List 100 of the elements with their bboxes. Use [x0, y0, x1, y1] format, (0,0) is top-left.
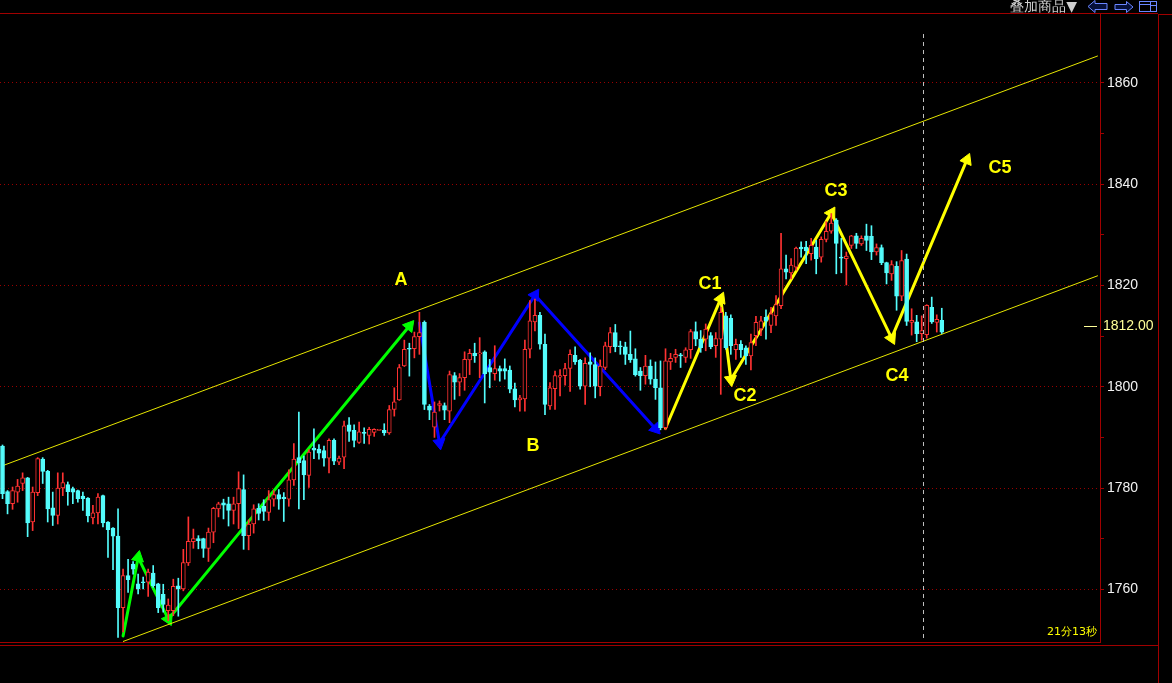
y-tick-label: 1860: [1107, 73, 1139, 90]
candlestick: [838, 238, 844, 274]
point: [527, 288, 540, 302]
candlestick: [663, 348, 668, 431]
candlestick: [909, 308, 914, 336]
candlestick: [0, 444, 5, 499]
candlestick: [10, 486, 15, 510]
candlestick: [206, 527, 211, 562]
candlestick: [638, 367, 643, 391]
candlestick: [186, 516, 191, 566]
candlestick: [628, 330, 633, 363]
annotation: C4: [885, 365, 909, 385]
candlestick: [417, 311, 422, 355]
y-tick-label: 1780: [1107, 478, 1139, 495]
point: [884, 331, 896, 345]
candlestick: [844, 251, 849, 286]
candlestick: [20, 472, 25, 491]
candlestick: [457, 373, 462, 397]
candlestick: [437, 400, 442, 412]
annotation: C3: [824, 180, 848, 200]
candlestick: [673, 348, 678, 363]
candlestick: [477, 337, 483, 378]
candlestick: [191, 528, 196, 549]
candlestick: [381, 423, 387, 436]
candlestick: [492, 345, 498, 381]
candlestick: [894, 261, 899, 311]
candlestick: [432, 401, 437, 438]
candlestick: [175, 577, 181, 617]
point: [713, 291, 726, 305]
candlestick: [698, 330, 704, 353]
candlestick: [497, 365, 503, 382]
candlestick: [236, 471, 241, 529]
candlestick: [226, 496, 231, 527]
candlestick: [467, 348, 472, 375]
candlestick: [241, 474, 246, 550]
candlestick: [442, 402, 447, 420]
candlestick: [869, 225, 874, 260]
candlestick: [256, 503, 262, 521]
candlestick: [623, 341, 628, 365]
candlestick: [879, 244, 884, 266]
candlestick: [462, 351, 467, 391]
candlestick: [668, 352, 673, 370]
y-tick-label: 1760: [1107, 580, 1139, 597]
candlestick: [678, 352, 683, 368]
candlestick: [30, 486, 35, 531]
point: [723, 374, 737, 388]
candlestick: [5, 490, 10, 515]
point: [432, 438, 446, 451]
candlestick: [412, 331, 417, 359]
candlestick: [396, 364, 402, 401]
candlestick: [658, 360, 663, 431]
candlestick: [557, 369, 563, 397]
candlestick: [914, 315, 919, 342]
annotation: C1: [698, 273, 722, 293]
candlestick: [899, 250, 904, 301]
candlestick: [683, 347, 688, 363]
candlestick: [221, 498, 226, 520]
candlestick: [452, 372, 457, 400]
candlestick: [422, 320, 427, 410]
point: [959, 152, 972, 166]
candlestick: [849, 234, 854, 249]
ref-line-label: 1812.00: [1103, 317, 1154, 334]
point: [401, 320, 415, 334]
y-tick-label: 1840: [1107, 175, 1139, 192]
candlestick: [653, 361, 658, 400]
annotation: C2: [733, 385, 757, 405]
annotation: A: [394, 269, 408, 289]
annotation: C5: [988, 157, 1012, 177]
candlestick: [181, 548, 186, 592]
candlestick: [864, 223, 869, 251]
annotation: 21分13秒: [1047, 625, 1097, 638]
candlestick: [633, 348, 638, 377]
candlestick: [643, 355, 648, 385]
candlestick: [140, 576, 146, 590]
candlestick: [407, 342, 412, 377]
candlestick: [889, 260, 894, 281]
candlestick: [587, 352, 593, 388]
candlestick: [648, 359, 653, 385]
candlestick: [201, 537, 206, 558]
candlestick: [211, 506, 216, 544]
candlestick: [854, 232, 859, 249]
y-tick-label: 1800: [1107, 377, 1139, 394]
candlestick: [251, 504, 256, 534]
candlestick: [196, 535, 201, 550]
candlestick: [15, 479, 20, 503]
candlestick: [874, 243, 879, 256]
candlestick: [402, 339, 407, 367]
candlestick: [919, 315, 925, 341]
candlestick: [688, 329, 693, 359]
candlestick: [25, 477, 30, 537]
candlestick: [859, 235, 864, 246]
candlestick: [884, 261, 889, 285]
point: [648, 421, 661, 435]
candlestick: [472, 342, 477, 363]
candlestick: [783, 254, 789, 280]
candlestick: [447, 370, 452, 424]
candlestick: [231, 496, 236, 525]
candlestick: [693, 321, 698, 347]
annotation: B: [526, 435, 540, 455]
point: [131, 550, 144, 563]
